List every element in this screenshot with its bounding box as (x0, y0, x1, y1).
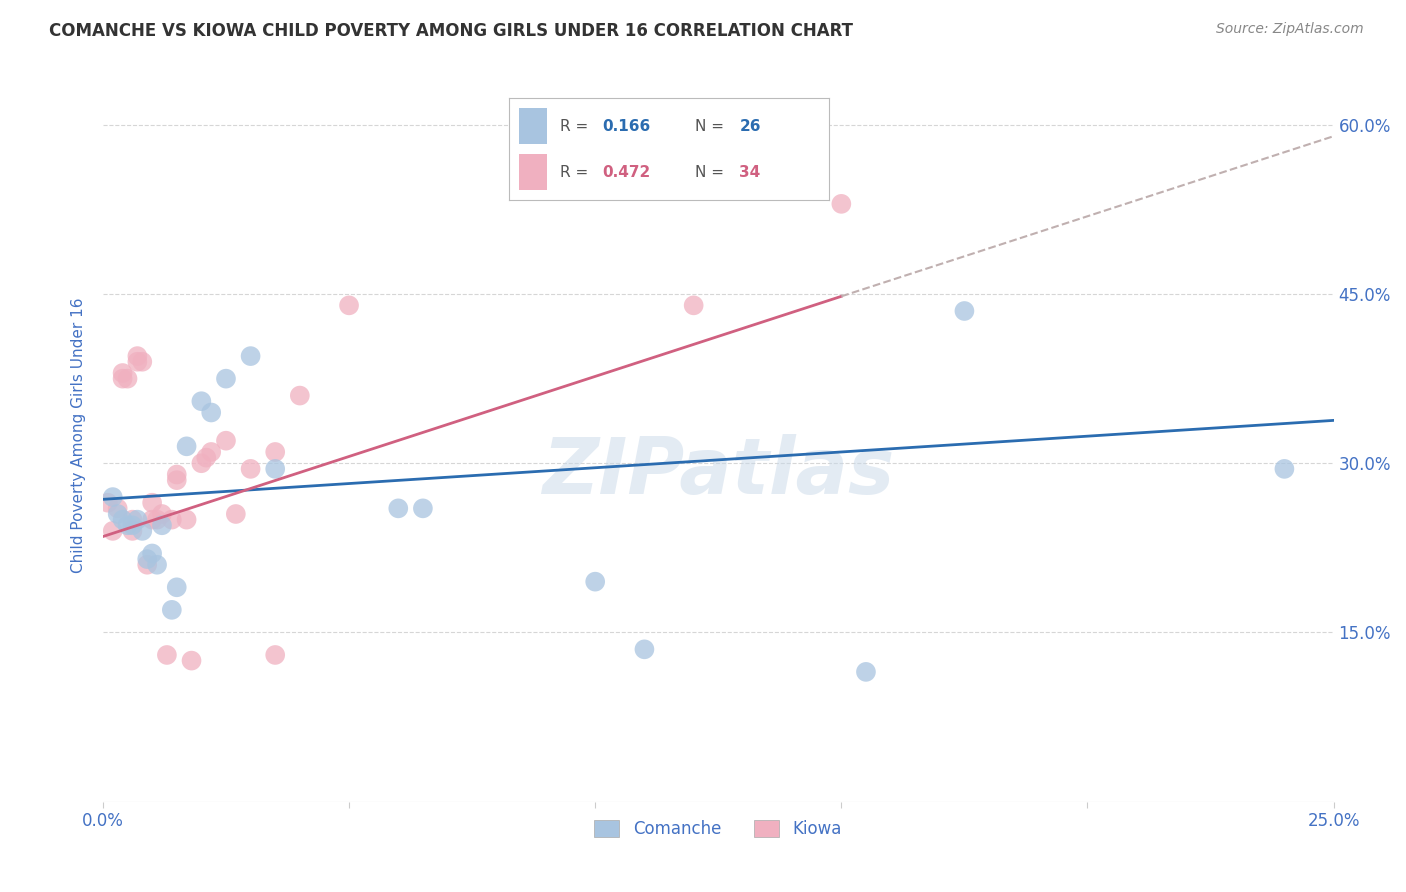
Point (107, 507, 129, 521)
Point (190, 394, 212, 409)
Legend: Comanche, Kiowa: Comanche, Kiowa (588, 813, 849, 845)
Point (200, 405, 222, 419)
Point (146, 558, 169, 572)
Point (264, 462, 287, 476)
Point (121, 524, 143, 538)
Point (264, 648, 287, 662)
Point (215, 434, 238, 448)
Point (166, 473, 188, 487)
Point (156, 648, 179, 662)
Point (830, 197, 852, 211)
Point (412, 501, 434, 516)
Point (111, 366, 134, 380)
Point (117, 518, 139, 533)
Point (288, 388, 311, 402)
Point (225, 507, 247, 521)
Text: ZIPatlas: ZIPatlas (543, 434, 894, 509)
Point (200, 445, 222, 459)
Point (111, 513, 134, 527)
Point (107, 501, 129, 516)
Point (141, 513, 163, 527)
Point (166, 467, 188, 482)
Point (337, 298, 360, 312)
Point (180, 654, 202, 668)
Point (1274, 462, 1296, 476)
Point (239, 349, 262, 363)
Point (101, 524, 124, 538)
Point (160, 603, 183, 617)
Point (682, 298, 704, 312)
Text: COMANCHE VS KIOWA CHILD POVERTY AMONG GIRLS UNDER 16 CORRELATION CHART: COMANCHE VS KIOWA CHILD POVERTY AMONG GI… (49, 22, 853, 40)
Point (190, 456, 212, 470)
Point (127, 513, 149, 527)
Point (141, 546, 163, 560)
Point (583, 574, 606, 589)
Point (953, 304, 976, 318)
Point (117, 372, 139, 386)
Point (136, 558, 159, 572)
Point (215, 372, 238, 386)
Point (121, 518, 143, 533)
Point (136, 552, 159, 566)
Point (239, 462, 262, 476)
Point (97, 496, 120, 510)
Point (176, 439, 198, 453)
Point (150, 507, 173, 521)
Point (166, 580, 188, 594)
Point (195, 450, 218, 465)
Point (855, 665, 877, 679)
Point (387, 501, 409, 516)
Point (127, 355, 149, 369)
Y-axis label: Child Poverty Among Girls Under 16: Child Poverty Among Girls Under 16 (72, 297, 86, 573)
Point (264, 445, 287, 459)
Point (176, 513, 198, 527)
Point (121, 513, 143, 527)
Point (160, 513, 183, 527)
Point (150, 518, 173, 533)
Point (141, 496, 163, 510)
Point (633, 642, 655, 657)
Point (101, 490, 124, 504)
Text: Source: ZipAtlas.com: Source: ZipAtlas.com (1216, 22, 1364, 37)
Point (131, 355, 153, 369)
Point (127, 349, 149, 363)
Point (111, 372, 134, 386)
Point (146, 513, 169, 527)
Point (131, 524, 153, 538)
